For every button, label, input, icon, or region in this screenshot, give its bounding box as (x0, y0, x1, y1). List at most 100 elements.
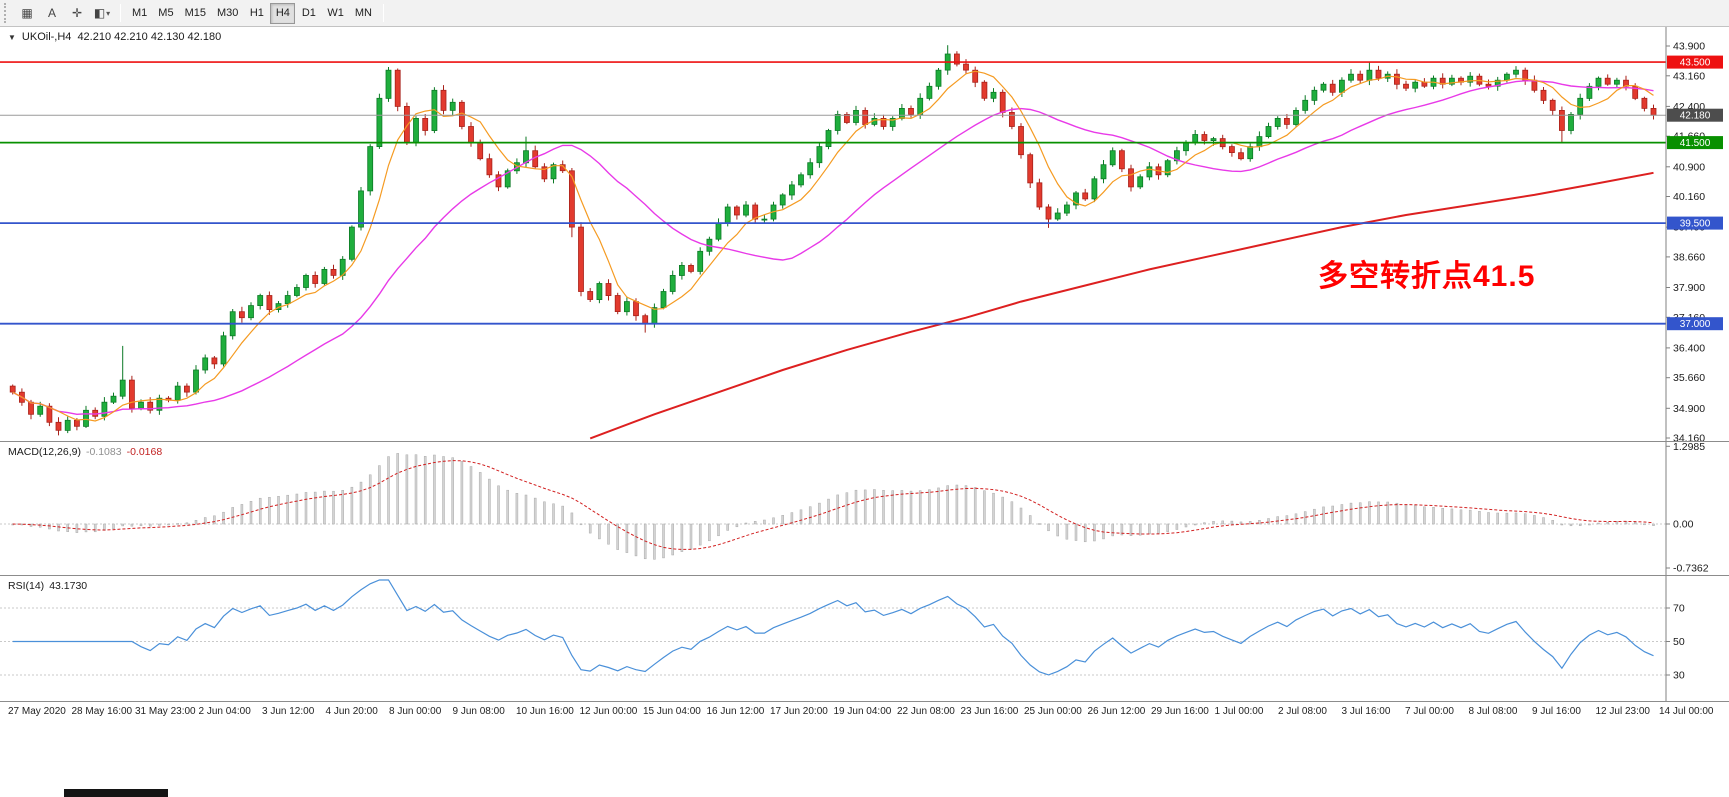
price-axis-label: 38.660 (1673, 251, 1705, 263)
chart-grid-icon: ▦ (21, 6, 33, 20)
timeframe-button-d1[interactable]: D1 (301, 7, 316, 19)
price-badge-41.500: 41.500 (1667, 136, 1723, 150)
svg-text:42.180: 42.180 (1680, 111, 1711, 122)
date-axis-label: 8 Jul 08:00 (1468, 706, 1518, 717)
ma-fast-line[interactable] (12, 70, 1654, 422)
macd-signal-value: -0.0168 (126, 446, 163, 458)
date-axis-label: 12 Jun 00:00 (579, 706, 638, 717)
chart-window: 43.90043.16042.40041.66040.90040.16039.4… (0, 27, 1729, 797)
date-axis-label: 10 Jun 16:00 (516, 706, 574, 717)
date-axis-label: 3 Jun 12:00 (262, 706, 315, 717)
ma-slow-line[interactable] (589, 171, 1654, 440)
date-axis-label: 14 Jul 00:00 (1659, 706, 1714, 717)
date-axis-label: 2 Jul 08:00 (1278, 706, 1327, 717)
price-axis-label: 34.160 (1673, 433, 1705, 443)
date-axis-label: 16 Jun 12:00 (706, 706, 765, 717)
svg-text:37.000: 37.000 (1680, 319, 1711, 330)
crosshair-button[interactable]: ✛ (65, 3, 89, 24)
date-axis-label: 25 Jun 00:00 (1024, 706, 1082, 717)
timeframe-button-w1[interactable]: W1 (327, 7, 344, 19)
chart-grid-button[interactable]: ▦ (15, 3, 39, 24)
macd-axis-label: 0.00 (1673, 519, 1694, 531)
timeframe-button-m5[interactable]: M5 (158, 7, 174, 19)
text-label-icon: A (47, 6, 56, 20)
dropdown-caret-icon: ▾ (106, 8, 111, 18)
price-axis-label: 40.900 (1673, 161, 1705, 173)
price-axis-label: 40.160 (1673, 191, 1705, 203)
rsi-name: RSI(14) (8, 580, 45, 592)
date-axis-label: 22 Jun 08:00 (897, 706, 955, 717)
date-axis-label: 12 Jul 23:00 (1595, 706, 1651, 717)
price-axis-label: 43.160 (1673, 70, 1705, 82)
timeframe-button-mn[interactable]: MN (354, 7, 372, 19)
chart-title: ▼ UKOil-,H4 42.210 42.210 42.130 42.180 (8, 31, 221, 43)
rsi-axis-label: 50 (1673, 636, 1685, 648)
rsi-axis-label: 70 (1673, 603, 1685, 615)
macd-name: MACD(12,26,9) (8, 446, 81, 458)
price-badge-37.000: 37.000 (1667, 317, 1723, 331)
annotation-text[interactable]: 多空转折点41.5 (1318, 260, 1536, 293)
macd-axis-label: 1.2985 (1673, 442, 1705, 453)
date-axis-label: 29 Jun 16:00 (1151, 706, 1209, 717)
rsi-indicator-label: RSI(14) 43.1730 (8, 580, 87, 592)
text-label-button[interactable]: A (40, 3, 64, 24)
price-axis-label: 35.660 (1673, 372, 1705, 384)
date-axis-label: 8 Jun 00:00 (389, 706, 442, 717)
date-axis-label: 1 Jul 00:00 (1214, 706, 1264, 717)
date-axis[interactable]: 27 May 2020 28 May 16:00 31 May 23:00 2 Jun… (0, 703, 1729, 721)
chart-ohlc-values: 42.210 42.210 42.130 42.180 (77, 31, 222, 43)
tool-button-group: ▦ A ✛ ◧ ▾ (15, 3, 114, 24)
chart-menu-icon[interactable]: ▼ (8, 32, 16, 42)
taskbar-fragment (64, 789, 168, 797)
rsi-axis-label: 30 (1673, 670, 1685, 682)
macd-hist-value: -0.1083 (85, 446, 122, 458)
colors-dropdown-button[interactable]: ◧ ▾ (90, 3, 114, 24)
price-axis-label: 36.400 (1673, 342, 1705, 354)
timeframe-button-m30[interactable]: M30 (216, 7, 239, 19)
date-axis-label: 9 Jun 08:00 (452, 706, 505, 717)
toolbar: ▦ A ✛ ◧ ▾ M1 M5 M15 M30 H1 H4 D1 W1 MN (0, 0, 1729, 27)
date-axis-label: 19 Jun 04:00 (833, 706, 892, 717)
date-axis-label: 23 Jun 16:00 (960, 706, 1019, 717)
date-axis-label: 26 Jun 12:00 (1087, 706, 1146, 717)
date-axis-label: 27 May 2020 (8, 706, 66, 717)
rsi-value: 43.1730 (49, 580, 88, 592)
rsi-panel-canvas[interactable]: 70 50 30 (0, 576, 1729, 702)
macd-axis-label: -0.7362 (1673, 563, 1709, 575)
date-axis-label: 31 May 23:00 (135, 706, 196, 717)
timeframe-button-h4[interactable]: H4 (270, 2, 296, 24)
date-axis-label: 15 Jun 04:00 (643, 706, 701, 717)
price-badge-43.500: 43.500 (1667, 55, 1723, 69)
timeframe-button-m1[interactable]: M1 (132, 7, 148, 19)
date-axis-label: 7 Jul 00:00 (1405, 706, 1454, 717)
date-axis-label: 9 Jul 16:00 (1532, 706, 1581, 717)
timeframe-button-h1[interactable]: H1 (249, 7, 264, 19)
toolbar-separator (120, 4, 121, 22)
price-axis-bg (1666, 27, 1729, 442)
macd-indicator-label: MACD(12,26,9) -0.1083 -0.0168 (8, 446, 162, 458)
price-badge-39.500: 39.500 (1667, 216, 1723, 230)
date-axis-label: 3 Jul 16:00 (1341, 706, 1391, 717)
price-axis-label: 34.900 (1673, 403, 1705, 415)
date-axis-label: 4 Jun 20:00 (325, 706, 378, 717)
crosshair-icon: ✛ (71, 6, 83, 20)
rsi-line (12, 579, 1654, 676)
main-chart-canvas[interactable]: 43.90043.16042.40041.66040.90040.16039.4… (0, 27, 1729, 442)
price-badge-42.180: 42.180 (1667, 108, 1723, 122)
price-axis-label: 43.900 (1673, 41, 1705, 53)
chart-symbol-period: UKOil-,H4 (21, 31, 72, 43)
price-axis-label: 37.900 (1673, 282, 1705, 294)
ma-mid-line[interactable] (12, 80, 1654, 416)
timeframe-button-m15[interactable]: M15 (184, 7, 206, 19)
svg-text:39.500: 39.500 (1680, 219, 1711, 230)
svg-text:43.500: 43.500 (1680, 58, 1711, 69)
date-axis-label: 17 Jun 20:00 (770, 706, 828, 717)
macd-signal-line (12, 460, 1654, 550)
colors-dropdown-icon: ◧ (93, 6, 106, 20)
toolbar-grip[interactable] (4, 3, 10, 23)
candles (9, 45, 1657, 436)
toolbar-separator (382, 4, 384, 22)
macd-histogram (11, 453, 1655, 560)
macd-panel-canvas[interactable]: 1.2985 0.00 -0.7362 (0, 442, 1729, 576)
date-axis-label: 2 Jun 04:00 (198, 706, 251, 717)
